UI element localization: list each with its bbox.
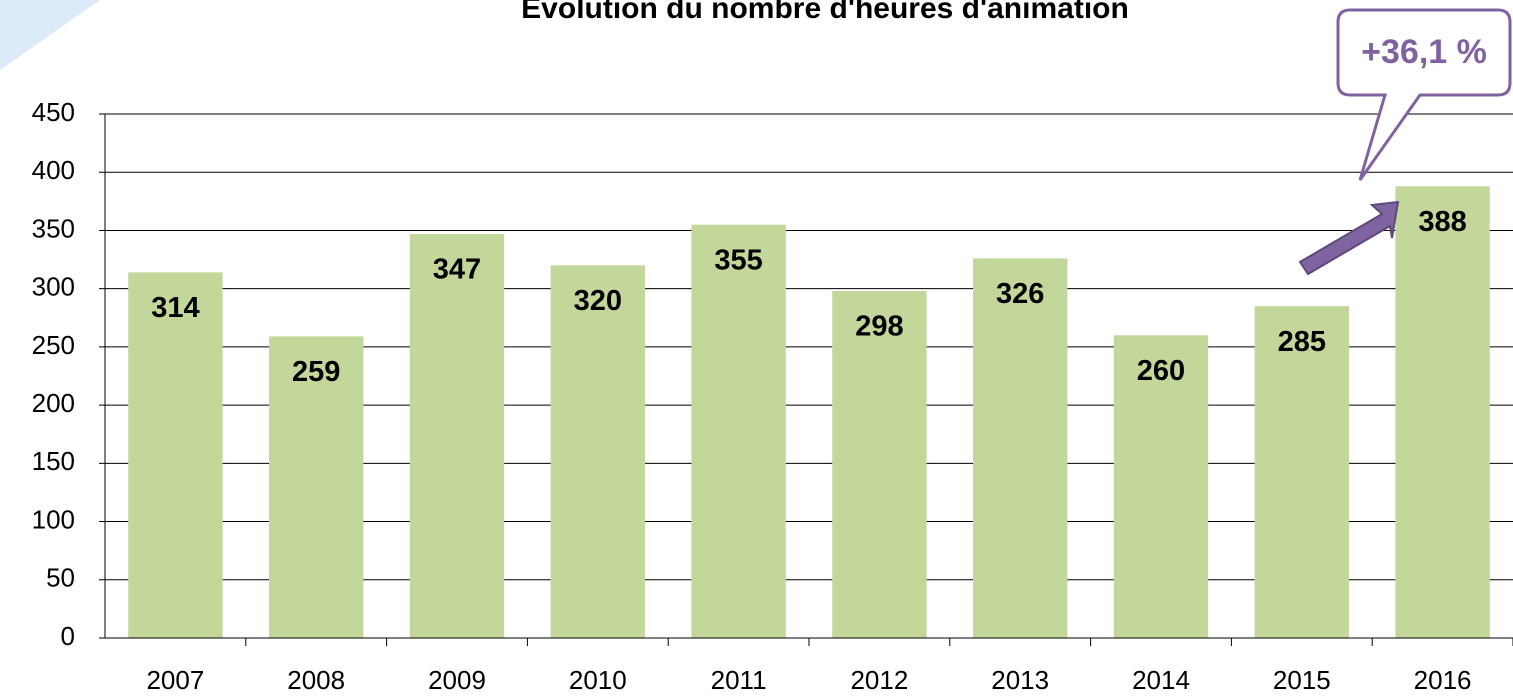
- x-tick-label: 2013: [991, 665, 1049, 695]
- x-tick-label: 2009: [428, 665, 486, 695]
- decoration: [0, 0, 100, 70]
- data-label: 285: [1278, 326, 1326, 358]
- data-label: 314: [151, 292, 199, 324]
- arrow: [1298, 200, 1400, 276]
- data-label: 326: [996, 278, 1044, 310]
- x-tick-label: 2010: [569, 665, 627, 695]
- data-label: 260: [1137, 355, 1185, 387]
- y-tick-label: 350: [32, 213, 75, 243]
- bar: [1113, 335, 1209, 638]
- bar: [269, 336, 364, 638]
- y-tick-label: 100: [32, 504, 75, 534]
- bar: [973, 258, 1068, 638]
- annotation: +36,1 %: [1361, 33, 1487, 71]
- x-tick-label: 2014: [1132, 665, 1190, 695]
- y-tick-label: 50: [46, 563, 75, 593]
- y-tick-label: 450: [32, 97, 75, 127]
- y-tick-label: 0: [61, 621, 75, 651]
- bar: [1254, 306, 1349, 638]
- callout: [1336, 8, 1512, 181]
- chart-title: Évolution du nombre d'heures d'animation: [521, 0, 1129, 25]
- data-label: 347: [433, 254, 481, 286]
- data-label: 298: [855, 311, 903, 343]
- x-tick-label: 2011: [711, 665, 767, 695]
- bar: [832, 290, 927, 638]
- bar: [128, 272, 223, 638]
- y-tick-label: 200: [32, 388, 75, 418]
- bar: [409, 233, 505, 638]
- data-label: 355: [714, 244, 762, 276]
- bar: [1395, 186, 1490, 638]
- y-tick-label: 300: [32, 272, 75, 302]
- data-label: 388: [1418, 206, 1466, 238]
- plot-area: 0 50 100 150 200 250 300 350 400 450 2007 314 2008 25…: [32, 97, 1513, 695]
- data-label: 259: [292, 356, 340, 388]
- y-tick-label: 400: [32, 155, 75, 185]
- x-tick-label: 2016: [1414, 665, 1472, 695]
- y-tick-label: 150: [32, 446, 75, 476]
- x-tick-label: 2008: [287, 665, 345, 695]
- data-label: 320: [574, 285, 622, 317]
- x-tick-label: 2015: [1273, 665, 1331, 695]
- x-tick-label: 2012: [850, 665, 908, 695]
- x-tick-label: 2007: [146, 665, 204, 695]
- bar: [550, 265, 645, 638]
- bar: [691, 224, 786, 638]
- y-tick-label: 250: [32, 330, 75, 360]
